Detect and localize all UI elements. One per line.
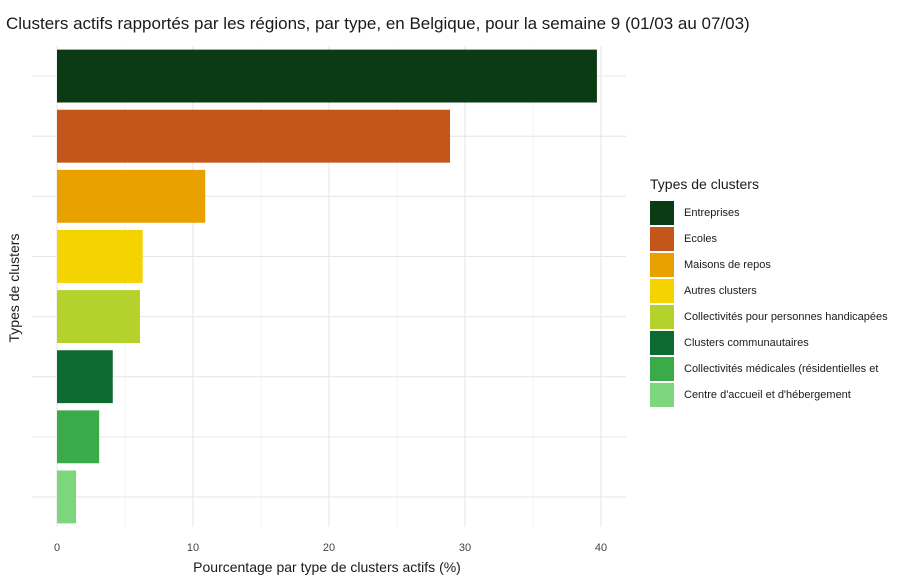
legend-item: Clusters communautaires	[650, 330, 888, 356]
legend-label: Ecoles	[684, 233, 718, 245]
bar	[57, 410, 100, 464]
legend-label: Maisons de repos	[684, 259, 771, 271]
legend-swatch	[650, 227, 674, 251]
legend-item: Maisons de repos	[650, 252, 888, 278]
bar	[57, 350, 113, 404]
legend-swatch	[650, 279, 674, 303]
x-tick-label: 10	[187, 542, 199, 554]
x-axis-title: Pourcentage par type de clusters actifs …	[193, 559, 461, 575]
legend-title: Types de clusters	[650, 176, 759, 192]
bar	[57, 470, 77, 524]
legend-swatch	[650, 357, 674, 381]
legend-label: Collectivités pour personnes handicapées	[684, 311, 888, 323]
legend-label: Entreprises	[684, 207, 740, 219]
bar	[57, 290, 140, 344]
legend-label: Collectivités médicales (résidentielles …	[684, 363, 879, 375]
legend-swatch	[650, 253, 674, 277]
legend-item: Autres clusters	[650, 278, 888, 304]
x-axis-ticks: 0 10 20 30 40	[54, 542, 607, 554]
legend-item: Centre d'accueil et d'hébergement	[650, 382, 888, 408]
x-tick-label: 40	[595, 542, 607, 554]
legend-label: Centre d'accueil et d'hébergement	[684, 389, 851, 401]
legend-swatch	[650, 331, 674, 355]
legend-item: Entreprises	[650, 200, 888, 226]
bar	[57, 49, 597, 103]
y-axis-title: Types de clusters	[6, 234, 22, 343]
bar	[57, 169, 206, 223]
legend-items: Entreprises Ecoles Maisons de repos Autres …	[650, 200, 888, 408]
chart-title: Clusters actifs rapportés par les région…	[6, 14, 750, 33]
legend-label: Clusters communautaires	[684, 337, 809, 349]
bar	[57, 109, 451, 163]
x-tick-label: 0	[54, 542, 60, 554]
legend-swatch	[650, 383, 674, 407]
bar	[57, 229, 143, 283]
bars	[57, 49, 597, 524]
legend-item: Collectivités médicales (résidentielles …	[650, 356, 888, 382]
legend-item: Ecoles	[650, 226, 888, 252]
legend-swatch	[650, 201, 674, 225]
x-tick-label: 20	[323, 542, 335, 554]
legend-label: Autres clusters	[684, 285, 757, 297]
legend-item: Collectivités pour personnes handicapées	[650, 304, 888, 330]
legend-swatch	[650, 305, 674, 329]
legend: Types de clusters Entreprises Ecoles Maiso…	[650, 176, 888, 408]
x-tick-label: 30	[459, 542, 471, 554]
